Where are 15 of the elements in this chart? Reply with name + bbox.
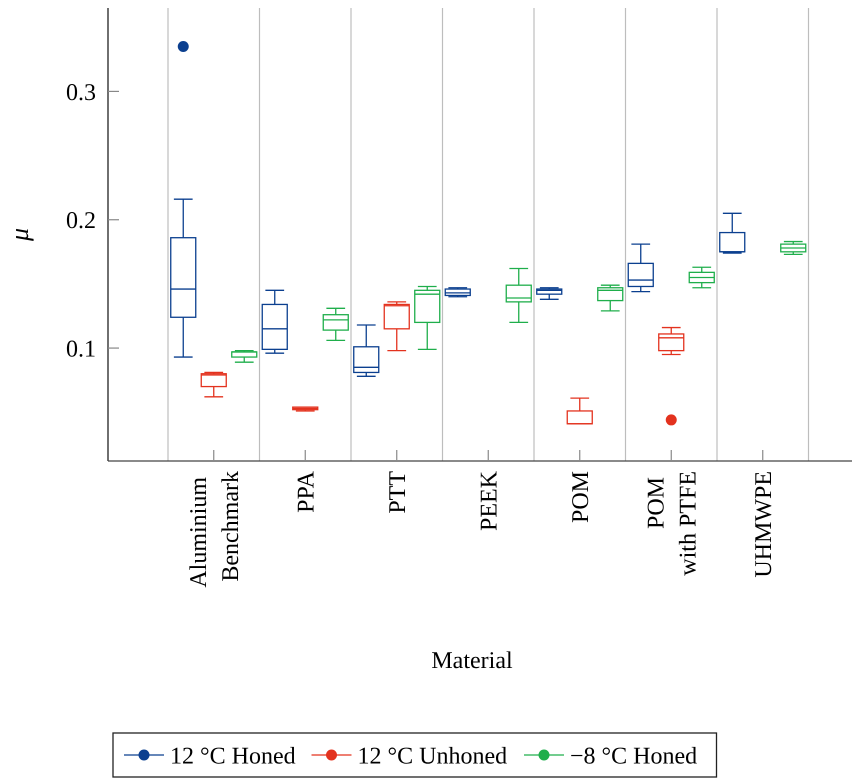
legend-label: 12 °C Honed [170,743,296,770]
y-tick-label: 0.3 [66,80,96,106]
x-tick-label: PPA [294,470,320,513]
legend-label: 12 °C Unhoned [358,743,508,770]
x-tick-label: PTT [385,470,412,514]
y-axis-title: μ [5,228,34,242]
y-tick-label: 0.1 [66,336,96,362]
x-tick-label: PEEK [476,470,503,531]
x-tick-label: POM [568,471,594,524]
x-tick-label: Aluminium Benchmark [186,471,244,588]
legend-label: −8 °C Honed [570,743,698,770]
x-tick-label: UHMWPE [751,471,778,578]
x-axis-title: Material [431,648,513,674]
x-tick-label: POM with PTFE [644,471,702,576]
y-tick-label: 0.2 [66,208,96,234]
